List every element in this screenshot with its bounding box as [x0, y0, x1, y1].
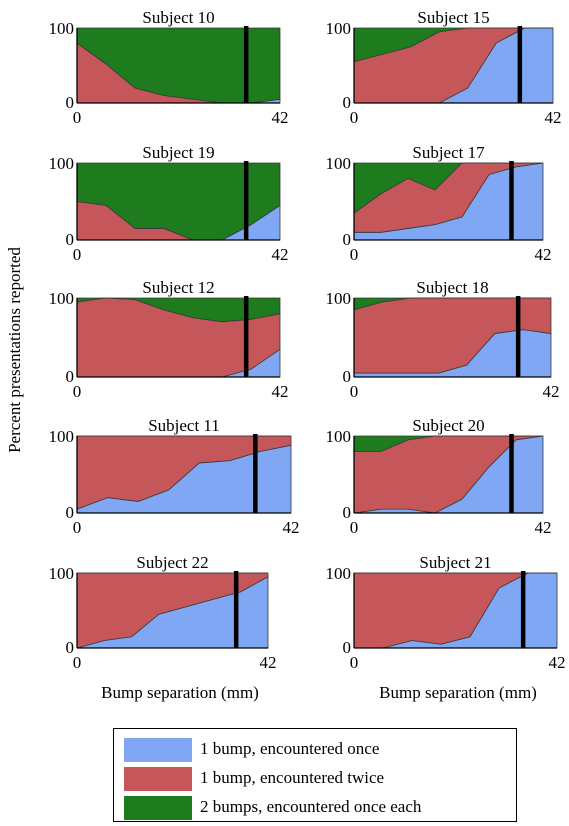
y-tick-label: 100 [49, 427, 75, 446]
legend-label-two: 2 bumps, encountered once each [200, 797, 422, 816]
x-tick-label: 42 [545, 108, 562, 127]
x-tick-label: 42 [549, 653, 566, 672]
legend-swatch-twice [124, 767, 192, 791]
panel-title: Subject 15 [417, 8, 489, 27]
panel-title: Subject 18 [416, 278, 488, 297]
y-tick-label: 100 [49, 154, 75, 173]
area-two [353, 162, 543, 214]
y-tick-label: 0 [66, 230, 75, 249]
panel-3: Subject 19 100 00 42 [49, 143, 289, 264]
x-tick-label: 42 [260, 653, 277, 672]
x-axis-label-left: Bump separation (mm) [101, 683, 259, 702]
panel-title: Subject 19 [142, 143, 214, 162]
y-axis-label: Percent presentations reported [5, 247, 24, 453]
area-two [76, 162, 281, 241]
y-tick-label: 0 [66, 503, 75, 522]
x-tick-label: 0 [350, 245, 359, 264]
y-tick-label: 0 [343, 230, 352, 249]
x-tick-label: 42 [272, 108, 289, 127]
x-tick-label: 0 [350, 382, 359, 401]
panel-5: Subject 12 100 00 42 [49, 278, 289, 401]
legend-item-once: 1 bump, encountered once [124, 736, 514, 762]
panel-1: Subject 10 100 00 42 [49, 8, 289, 127]
area-two [76, 27, 281, 104]
panel-title: Subject 21 [419, 553, 491, 572]
x-tick-label: 0 [350, 108, 359, 127]
x-tick-label: 42 [272, 382, 289, 401]
x-tick-label: 0 [73, 518, 82, 537]
panel-7: Subject 11 100 00 42 [49, 416, 300, 537]
panel-4: Subject 17 100 00 42 [326, 143, 552, 264]
y-tick-label: 0 [343, 638, 352, 657]
legend-swatch-once [124, 738, 192, 762]
legend-swatch-two [124, 796, 192, 820]
y-tick-label: 0 [66, 638, 75, 657]
area-two [76, 297, 281, 323]
x-tick-label: 0 [73, 382, 82, 401]
x-tick-label: 42 [272, 245, 289, 264]
area-two [353, 297, 551, 311]
legend-item-two: 2 bumps, encountered once each [124, 794, 514, 820]
panel-title: Subject 17 [412, 143, 485, 162]
y-tick-label: 0 [343, 503, 352, 522]
x-tick-label: 42 [535, 518, 552, 537]
x-tick-label: 42 [283, 518, 300, 537]
panel-8: Subject 20 100 00 42 [326, 416, 552, 537]
panel-9: Subject 22 100 00 42 [49, 553, 277, 672]
y-tick-label: 100 [326, 19, 352, 38]
y-tick-label: 0 [66, 93, 75, 112]
x-tick-label: 0 [73, 245, 82, 264]
x-tick-label: 0 [73, 108, 82, 127]
x-axis-label-right: Bump separation (mm) [379, 683, 537, 702]
y-tick-label: 100 [49, 289, 75, 308]
x-tick-label: 0 [350, 518, 359, 537]
x-tick-label: 0 [73, 653, 82, 672]
panel-title: Subject 20 [412, 416, 484, 435]
x-tick-label: 42 [543, 382, 560, 401]
panel-2: Subject 15 100 00 42 [326, 8, 562, 127]
legend-item-twice: 1 bump, encountered twice [124, 765, 514, 791]
panel-title: Subject 12 [142, 278, 214, 297]
legend-label-once: 1 bump, encountered once [200, 739, 380, 758]
x-tick-label: 42 [535, 245, 552, 264]
y-tick-label: 0 [66, 367, 75, 386]
y-tick-label: 100 [326, 289, 352, 308]
y-tick-label: 100 [326, 427, 352, 446]
y-tick-label: 0 [343, 93, 352, 112]
y-tick-label: 0 [343, 367, 352, 386]
legend-label-twice: 1 bump, encountered twice [200, 768, 385, 787]
y-tick-label: 100 [326, 564, 352, 583]
panel-10: Subject 21 100 00 42 [326, 553, 566, 672]
x-tick-label: 0 [350, 653, 359, 672]
area-two [353, 27, 553, 63]
panel-title: Subject 11 [148, 416, 220, 435]
y-tick-label: 100 [49, 19, 75, 38]
panel-title: Subject 22 [136, 553, 208, 572]
area-two [353, 435, 543, 452]
y-tick-label: 100 [326, 154, 352, 173]
panel-6: Subject 18 100 00 42 [326, 278, 560, 401]
y-tick-label: 100 [49, 564, 75, 583]
legend: 1 bump, encountered once 1 bump, encount… [113, 728, 517, 822]
panel-title: Subject 10 [142, 8, 214, 27]
